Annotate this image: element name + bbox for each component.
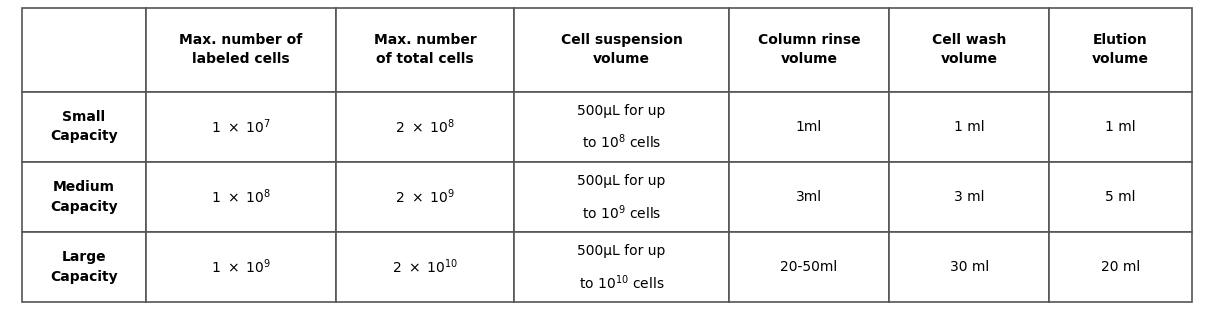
Text: 30 ml: 30 ml: [949, 260, 989, 274]
Bar: [889, 232, 1049, 302]
Text: Column rinse
volume: Column rinse volume: [757, 33, 860, 66]
Text: $2\ \times\ 10^{9}$: $2\ \times\ 10^{9}$: [396, 188, 456, 206]
Bar: [889, 8, 1049, 92]
Bar: [728, 232, 889, 302]
Text: 1 ml: 1 ml: [1105, 120, 1136, 134]
Text: $2\ \times\ 10^{10}$: $2\ \times\ 10^{10}$: [392, 258, 458, 276]
Text: 5 ml: 5 ml: [1105, 190, 1136, 204]
Bar: [336, 8, 515, 92]
Bar: [515, 8, 728, 92]
Bar: [1049, 8, 1192, 92]
Bar: [728, 92, 889, 162]
Text: Cell wash
volume: Cell wash volume: [932, 33, 1007, 66]
Bar: [22, 8, 146, 92]
Text: 20-50ml: 20-50ml: [780, 260, 838, 274]
Text: $1\ \times\ 10^{8}$: $1\ \times\ 10^{8}$: [211, 188, 271, 206]
Bar: [728, 8, 889, 92]
Bar: [1049, 162, 1192, 232]
Text: 3 ml: 3 ml: [954, 190, 984, 204]
Text: 20 ml: 20 ml: [1101, 260, 1140, 274]
Text: to $10^{10}$ cells: to $10^{10}$ cells: [579, 273, 665, 292]
Text: to $10^{8}$ cells: to $10^{8}$ cells: [582, 133, 661, 152]
Bar: [728, 162, 889, 232]
Bar: [22, 232, 146, 302]
Text: Cell suspension
volume: Cell suspension volume: [561, 33, 683, 66]
Text: $1\ \times\ 10^{9}$: $1\ \times\ 10^{9}$: [211, 258, 271, 276]
Bar: [22, 92, 146, 162]
Text: Elution
volume: Elution volume: [1091, 33, 1149, 66]
Text: Max. number
of total cells: Max. number of total cells: [374, 33, 476, 66]
Text: 1ml: 1ml: [796, 120, 822, 134]
Bar: [515, 232, 728, 302]
Text: $1\ \times\ 10^{7}$: $1\ \times\ 10^{7}$: [211, 117, 271, 136]
Text: Small
Capacity: Small Capacity: [49, 110, 117, 144]
Text: 500μL for up: 500μL for up: [578, 245, 666, 259]
Bar: [889, 162, 1049, 232]
Bar: [336, 162, 515, 232]
Bar: [336, 92, 515, 162]
Bar: [146, 8, 336, 92]
Bar: [515, 92, 728, 162]
Text: $2\ \times\ 10^{8}$: $2\ \times\ 10^{8}$: [396, 117, 456, 136]
Bar: [146, 232, 336, 302]
Text: Medium
Capacity: Medium Capacity: [49, 180, 117, 214]
Bar: [515, 162, 728, 232]
Text: 500μL for up: 500μL for up: [578, 175, 666, 188]
Bar: [889, 92, 1049, 162]
Bar: [22, 162, 146, 232]
Text: 3ml: 3ml: [796, 190, 822, 204]
Text: Large
Capacity: Large Capacity: [49, 250, 117, 284]
Bar: [146, 92, 336, 162]
Bar: [1049, 92, 1192, 162]
Text: 1 ml: 1 ml: [954, 120, 984, 134]
Bar: [336, 232, 515, 302]
Text: 500μL for up: 500μL for up: [578, 104, 666, 118]
Bar: [146, 162, 336, 232]
Bar: [1049, 232, 1192, 302]
Text: to $10^{9}$ cells: to $10^{9}$ cells: [582, 203, 661, 222]
Text: Max. number of
labeled cells: Max. number of labeled cells: [180, 33, 303, 66]
